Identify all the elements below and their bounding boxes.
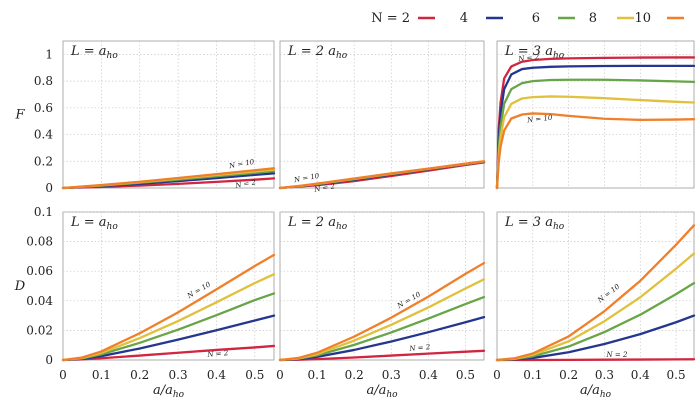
panel-title: L = 3 aho: [504, 44, 565, 61]
series-line: [278, 261, 486, 362]
series-line: [495, 56, 696, 190]
y-tick-label: 0.4: [34, 128, 53, 142]
x-tick-label: 0.1: [308, 368, 327, 382]
panel-title-sub: ho: [553, 222, 565, 232]
panel-title-sub: ho: [107, 222, 119, 232]
x-axis-label: a/aho: [580, 383, 612, 400]
legend-label: 4: [460, 11, 468, 26]
curve-label: N = 2: [234, 178, 257, 190]
panel-title-main: L = 2 a: [287, 44, 336, 59]
curve-label: N = 2: [606, 351, 628, 359]
legend: N = 2 4 6 8 10: [371, 11, 684, 26]
x-tick-label: 0.3: [382, 368, 401, 382]
x-tick-label: 0.2: [345, 368, 364, 382]
panel-title-sub: ho: [553, 51, 565, 61]
x-tick-label: 0.3: [169, 368, 188, 382]
panel-title-main: L = 3 a: [504, 215, 553, 230]
y-tick-label: 0.08: [26, 235, 53, 249]
curve-label: N = 2: [408, 343, 431, 353]
legend-label: 8: [589, 11, 597, 26]
y-tick-label: 0: [45, 181, 53, 195]
panel-title: L = 3 aho: [504, 215, 565, 232]
panel-title-sub: ho: [336, 51, 348, 61]
x-tick-label: 0: [276, 368, 284, 382]
curve-label: N = 2: [313, 182, 336, 194]
panel-title: L = aho: [70, 44, 118, 61]
series-line: [495, 64, 696, 190]
x-tick-label: 0.4: [631, 368, 650, 382]
x-tick-label: 0.3: [595, 368, 614, 382]
series-line: [495, 358, 696, 362]
y-axis-label: D: [14, 279, 26, 294]
series-line: [61, 167, 276, 190]
panel-frame: [62, 40, 275, 189]
series-line: [495, 112, 696, 190]
panel-title-sub: ho: [107, 51, 119, 61]
panel-title-main: L = 2 a: [287, 215, 336, 230]
curve-label: N = 10: [526, 114, 554, 125]
series-line: [61, 253, 276, 362]
series-line: [495, 95, 696, 190]
panel-frame: [279, 40, 485, 189]
series-line: [495, 224, 696, 362]
panel-frame: [62, 211, 275, 361]
panel-title-main: L = a: [70, 215, 107, 230]
x-tick-label: 0.2: [130, 368, 149, 382]
panel-title-sub: ho: [336, 222, 348, 232]
series-line: [495, 78, 696, 190]
panel-title-main: L = 3 a: [504, 44, 553, 59]
curve-label: N = 2: [206, 349, 229, 359]
y-tick-label: 0.2: [34, 154, 53, 168]
y-tick-label: 0.06: [26, 264, 53, 278]
series-line: [278, 160, 486, 190]
y-tick-label: 0.1: [34, 205, 53, 219]
y-tick-label: 1: [45, 47, 53, 61]
x-tick-label: 0.4: [419, 368, 438, 382]
x-tick-label: 0.5: [245, 368, 264, 382]
x-tick-label: 0.4: [207, 368, 226, 382]
y-tick-label: 0: [45, 353, 53, 367]
y-tick-label: 0.6: [34, 101, 53, 115]
legend-label: 6: [532, 11, 540, 26]
panel: 0 0.1 0.2 0.3 0.4 0.5 0 0.02 0.04 0.06 0.08 0.1 L = …: [26, 205, 276, 382]
x-axis-label-sub: ho: [386, 390, 398, 400]
x-tick-label: 0.5: [667, 368, 686, 382]
x-tick-label: 0.1: [523, 368, 542, 382]
x-tick-label: 0: [59, 368, 67, 382]
x-axis-label-sub: ho: [173, 390, 185, 400]
x-tick-label: 0.2: [559, 368, 578, 382]
curve-label: N = 2: [517, 53, 540, 63]
panel-frame: [279, 211, 485, 361]
y-axis-label: F: [14, 108, 25, 123]
x-axis-label-sub: ho: [600, 390, 612, 400]
panel-title: L = 2 aho: [287, 44, 348, 61]
y-tick-label: 0.8: [34, 74, 53, 88]
x-axis-label: a/aho: [153, 383, 185, 400]
panel-frame: [496, 211, 695, 361]
legend-label: 10: [634, 11, 651, 26]
x-axis-label: a/aho: [366, 383, 398, 400]
x-tick-label: 0.5: [456, 368, 475, 382]
y-tick-label: 0.02: [26, 323, 53, 337]
legend-label: N = 2: [371, 11, 410, 26]
x-tick-label: 0.1: [92, 368, 111, 382]
x-tick-label: 0: [493, 368, 501, 382]
y-tick-label: 0.04: [26, 294, 53, 308]
panel-title-main: L = a: [70, 44, 107, 59]
panel-title: L = aho: [70, 215, 118, 232]
panel-title: L = 2 aho: [287, 215, 348, 232]
